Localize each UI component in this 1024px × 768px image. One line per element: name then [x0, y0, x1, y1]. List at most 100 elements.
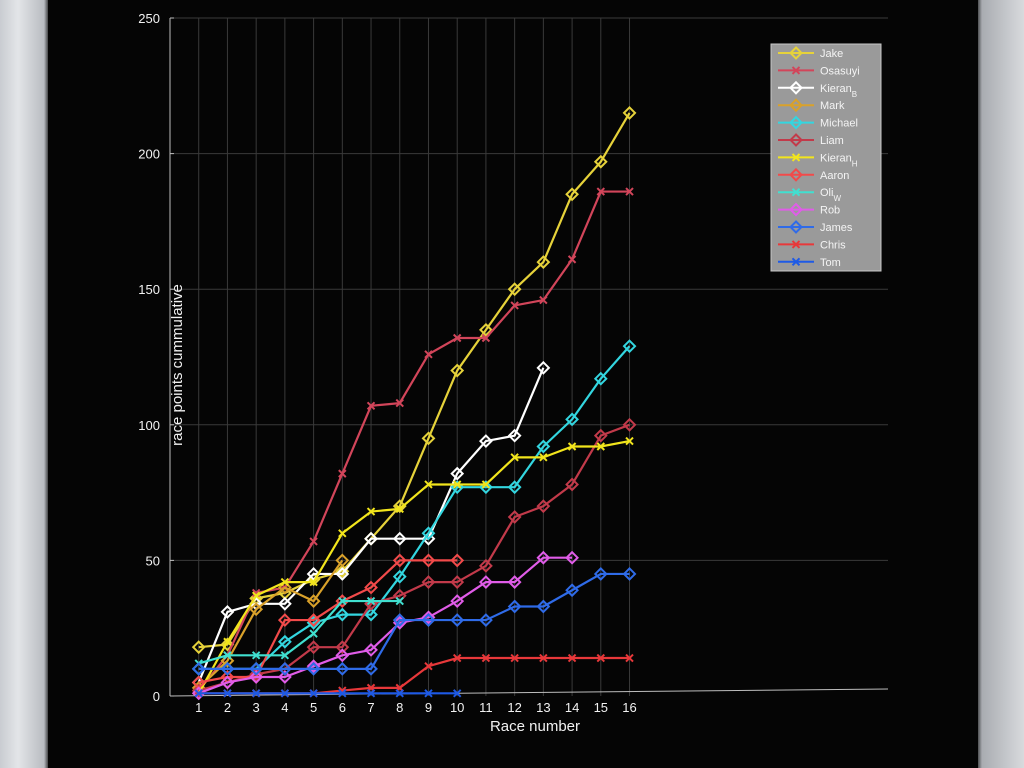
y-tick-label: 0 [153, 689, 160, 704]
data-point-osasuyi [452, 333, 462, 343]
data-point-rob [450, 594, 465, 608]
data-point-rob [220, 675, 235, 690]
data-point-liam [335, 640, 350, 655]
data-point-chris [596, 653, 606, 663]
data-point-jake [565, 187, 579, 202]
y-tick-label: 200 [138, 147, 160, 162]
data-point-osasuyi [539, 295, 548, 305]
data-point-oli-w [366, 596, 376, 606]
data-point-mark [277, 580, 292, 595]
data-point-chris [452, 653, 462, 663]
x-axis-title: Race number [490, 718, 580, 735]
data-point-michael [335, 607, 350, 622]
data-point-osasuyi [625, 187, 634, 196]
data-point-rob [507, 575, 522, 590]
data-point-oli-w [223, 651, 232, 660]
legend-marker [789, 202, 803, 217]
data-point-chris [481, 653, 491, 663]
data-point-james [306, 661, 321, 676]
data-point-rob [335, 648, 350, 663]
data-point-rob [191, 686, 206, 701]
data-point-kieran-b [392, 531, 407, 546]
series-rob [191, 550, 579, 701]
y-tick-label: 150 [138, 282, 160, 297]
data-point-kieran-b [450, 466, 465, 481]
data-point-kieran-h [309, 577, 318, 587]
data-point-kieran-b [479, 434, 493, 448]
data-point-kieran-h [567, 442, 577, 451]
series-layer [191, 106, 637, 701]
legend-item-kieran-h: KieranH [778, 152, 858, 168]
x-tick-label: 2 [224, 700, 231, 715]
data-point-kieran-h [280, 577, 290, 587]
series-osasuyi [194, 187, 634, 695]
data-point-osasuyi [481, 333, 491, 343]
data-point-james [220, 661, 235, 676]
series-line-jake [198, 112, 631, 649]
legend-marker [789, 98, 803, 113]
data-point-osasuyi [510, 301, 519, 310]
data-point-james [335, 661, 350, 676]
legend-item-kieran-b: KieranB [778, 80, 857, 99]
data-point-michael [622, 339, 637, 354]
data-point-rob [277, 670, 292, 684]
legend-item-liam: Liam [778, 133, 844, 147]
series-line-kieran-h [197, 439, 630, 694]
data-point-chris [539, 653, 548, 663]
data-point-chris [510, 653, 519, 663]
series-line-oli-w [198, 599, 400, 665]
data-point-james [479, 613, 493, 627]
x-tick-label: 1 [195, 700, 202, 715]
data-point-liam [306, 640, 321, 655]
legend-label: Mark [820, 100, 845, 112]
data-point-jake [450, 363, 465, 378]
legend-label: Rob [820, 205, 840, 217]
data-point-oli-w [309, 629, 318, 638]
data-point-aaron [306, 613, 321, 627]
data-point-aaron [335, 594, 350, 608]
legend-label: James [820, 222, 853, 234]
legend-label: Liam [820, 135, 844, 147]
data-point-michael [392, 569, 407, 584]
data-point-kieran-h [539, 453, 548, 462]
data-point-kieran-h [481, 480, 491, 489]
data-point-osasuyi [596, 187, 606, 196]
data-point-tom [223, 689, 232, 698]
legend-label: KieranB [820, 83, 857, 99]
y-axis-title: race points cummulative [169, 284, 186, 446]
data-point-liam [479, 558, 493, 573]
x-tick-label: 14 [565, 700, 579, 715]
data-point-osasuyi [424, 350, 433, 359]
data-point-liam [622, 417, 637, 432]
data-point-jake [536, 255, 551, 269]
data-point-james [622, 567, 637, 581]
data-point-tom [366, 689, 376, 698]
series-oli-w [194, 596, 404, 668]
data-point-osasuyi [309, 537, 318, 546]
data-point-james [593, 567, 608, 581]
data-point-james [191, 661, 206, 676]
x-tick-label: 11 [479, 700, 493, 715]
data-point-james [421, 613, 436, 627]
data-point-kieran-b [220, 605, 235, 619]
data-point-jake [507, 282, 522, 297]
data-point-kieran-h [395, 504, 404, 514]
data-point-mark [249, 602, 264, 617]
series-line-liam [198, 423, 630, 692]
data-point-jake [622, 106, 637, 120]
data-point-chris [625, 653, 634, 663]
data-point-kieran-h [596, 442, 606, 451]
data-point-michael [277, 634, 292, 649]
x-tick-label: 4 [281, 700, 288, 715]
x-tick-label: 13 [536, 700, 550, 715]
data-point-oli-w [280, 651, 290, 660]
data-point-chris [424, 661, 433, 671]
series-kieran-h [194, 436, 634, 698]
data-point-michael [507, 480, 522, 495]
data-point-tom [338, 689, 347, 698]
data-point-james [392, 613, 407, 627]
data-point-kieran-b [536, 360, 551, 375]
data-point-liam [421, 575, 436, 590]
data-point-michael [593, 371, 608, 386]
